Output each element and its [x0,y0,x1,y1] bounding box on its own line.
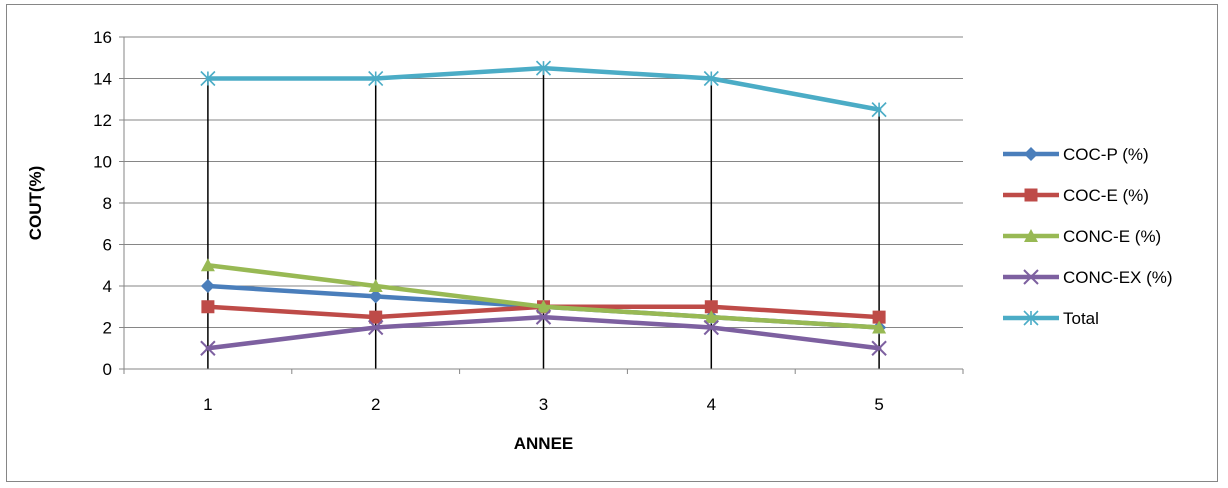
data-point [703,319,720,336]
data-point [1024,188,1038,202]
x-axis-title: ANNEE [514,434,574,453]
x-tick-label: 2 [371,395,380,414]
data-point [704,310,719,324]
data-point [872,310,886,324]
x-tick-label: 5 [874,395,883,414]
legend-item: Total [1003,309,1099,328]
drop-lines [207,68,880,369]
data-point [368,70,384,87]
y-axis-title: COUT(%) [26,166,45,241]
series-4 [200,309,887,356]
y-tick-label: 12 [93,111,112,130]
series-3 [200,258,887,334]
legend-label: Total [1063,309,1099,328]
y-tick-label: 2 [103,319,112,338]
data-point [200,340,216,356]
data-point [1024,229,1038,242]
data-point [536,299,551,313]
data-point [535,60,552,76]
legend-label: CONC-E (%) [1063,227,1161,246]
data-point [704,300,718,314]
data-point [1024,147,1038,161]
y-tick-labels: 0 2 4 6 8 10 12 14 16 [93,28,112,379]
data-point [367,319,384,336]
y-tick-label: 16 [93,28,112,47]
data-point [200,258,215,272]
legend-label: CONC-EX (%) [1063,268,1173,287]
y-tick-label: 14 [93,70,112,89]
legend-label: COC-P (%) [1063,145,1149,164]
data-point [369,310,383,324]
x-tick-label: 3 [539,395,548,414]
legend-item: CONC-E (%) [1003,227,1161,246]
y-tick-label: 4 [103,277,112,296]
data-point [368,289,383,304]
axes [119,36,964,374]
data-point [200,70,216,87]
series-layer [200,60,887,356]
y-tick-label: 8 [103,194,112,213]
data-point [1023,269,1039,285]
data-point [201,300,215,314]
series-5 [200,60,887,118]
x-tick-label: 1 [203,395,212,414]
legend-item: CONC-EX (%) [1003,268,1173,287]
legend-item: COC-P (%) [1003,145,1149,164]
data-point [1023,310,1039,326]
data-point [871,340,887,356]
y-tick-label: 6 [103,236,112,255]
data-point [703,70,719,87]
legend-item: COC-E (%) [1003,186,1149,205]
legend: COC-P (%) COC-E (%) CONC-E (%) CONC-EX (%) T… [1003,145,1173,328]
data-point [200,279,215,293]
data-point [368,279,383,292]
data-point [872,320,887,334]
y-tick-label: 0 [103,360,112,379]
legend-label: COC-E (%) [1063,186,1149,205]
x-tick-label: 4 [707,395,716,414]
y-tick-label: 10 [93,153,112,172]
data-point [535,309,552,325]
data-point [871,102,887,118]
x-tick-labels: 1 2 3 4 5 [203,395,884,414]
